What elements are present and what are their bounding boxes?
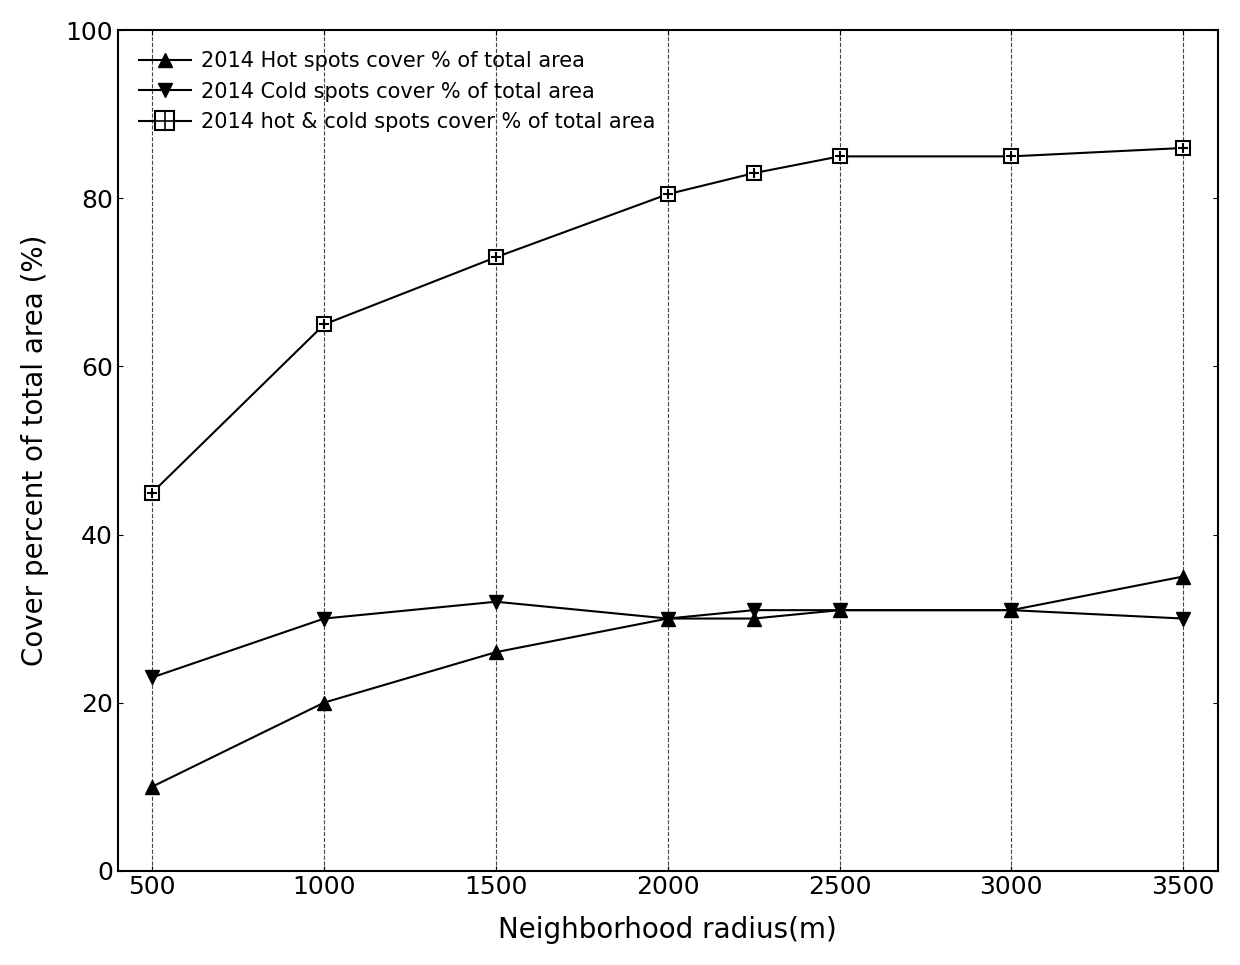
X-axis label: Neighborhood radius(m): Neighborhood radius(m) [498, 916, 837, 944]
Legend: 2014 Hot spots cover % of total area, 2014 Cold spots cover % of total area, 201: 2014 Hot spots cover % of total area, 20… [129, 41, 666, 143]
Y-axis label: Cover percent of total area (%): Cover percent of total area (%) [21, 234, 48, 666]
